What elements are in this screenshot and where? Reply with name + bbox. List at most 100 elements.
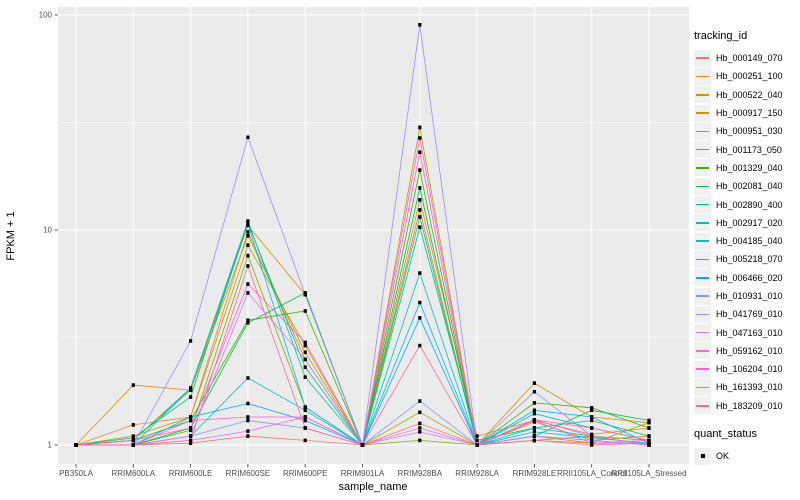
legend-key: [694, 159, 711, 177]
legend-item-Hb_047163_010: Hb_047163_010: [694, 323, 800, 342]
data-point: [647, 420, 651, 425]
legend-label: Hb_000149_070: [716, 53, 783, 64]
x-tick-label: PB350LA: [59, 469, 93, 478]
data-point: [189, 441, 193, 445]
data-point: [246, 429, 250, 433]
data-point: [189, 438, 193, 443]
data-point: [647, 434, 651, 438]
legend-label: Hb_002890_400: [716, 199, 783, 210]
legend-key: [694, 360, 711, 378]
data-point: [303, 426, 307, 430]
legend-label: Hb_047163_010: [716, 327, 783, 338]
legend-key-line: [696, 368, 709, 370]
data-point: [246, 318, 250, 323]
data-point: [360, 443, 365, 447]
x-tick-label: RRIM928LE: [513, 469, 557, 478]
data-point: [647, 441, 651, 445]
data-point: [303, 343, 307, 348]
data-point: [532, 411, 536, 416]
legend-label: Hb_002917_020: [716, 217, 783, 228]
legend-key-line: [696, 277, 709, 279]
x-axis-title: sample_name: [338, 481, 407, 493]
x-tick-label: RRII105LA_Control: [557, 469, 627, 478]
legend-label: Hb_000251_100: [716, 71, 783, 82]
data-point: [532, 426, 536, 430]
legend-key: [694, 141, 711, 159]
legend-label: Hb_000951_030: [716, 126, 783, 137]
data-point: [475, 438, 479, 443]
legend-key: [694, 250, 711, 268]
legend-key: [694, 214, 711, 232]
legend-key-line: [696, 167, 709, 169]
data-point: [647, 438, 651, 443]
data-point: [418, 300, 422, 305]
data-point: [246, 264, 250, 268]
legend-label: Hb_006466_020: [716, 272, 783, 283]
legend-item-Hb_161393_010: Hb_161393_010: [694, 378, 800, 396]
legend-key: [694, 177, 711, 195]
legend-item-Hb_000522_040: Hb_000522_040: [694, 86, 800, 104]
legend-key-line: [696, 222, 709, 224]
data-point: [189, 415, 193, 419]
legend-label: Hb_000522_040: [716, 89, 783, 100]
ok-point-icon: [700, 454, 705, 459]
data-point: [418, 208, 422, 212]
legend-title-tracking-id: tracking_id: [694, 30, 748, 42]
data-point: [475, 443, 479, 447]
legend-key-line: [696, 313, 709, 316]
legend-key-line: [696, 112, 709, 114]
data-point: [246, 230, 250, 234]
legend-key-line: [696, 185, 709, 188]
data-point: [590, 418, 594, 423]
data-point: [303, 309, 307, 313]
legend-key-line: [696, 350, 709, 352]
legend-label: Hb_161393_010: [716, 382, 783, 393]
data-point: [246, 221, 250, 226]
data-point: [532, 408, 536, 413]
legend-key: [694, 67, 711, 85]
data-point: [532, 389, 536, 394]
data-point: [418, 136, 422, 140]
data-point: [303, 405, 307, 409]
legend-key: [694, 269, 711, 287]
legend-key: [694, 196, 711, 214]
legend-title-quant-status: quant_status: [694, 427, 757, 440]
legend-label: OK: [716, 451, 730, 462]
data-point: [418, 410, 422, 415]
legend: tracking_id Hb_000149_070 Hb_000251_100 Hb…: [694, 30, 800, 465]
x-tick-label: RRIM901LA: [341, 469, 385, 478]
data-point: [74, 443, 78, 447]
data-point: [303, 438, 307, 443]
data-point: [418, 343, 422, 348]
legend-item-Hb_005218_070: Hb_005218_070: [694, 250, 800, 268]
legend-label: Hb_002081_040: [716, 181, 783, 192]
data-point: [131, 443, 135, 447]
legend-key: [694, 378, 711, 396]
data-point: [303, 350, 307, 355]
data-point: [418, 125, 422, 130]
data-point: [418, 23, 422, 27]
data-point: [246, 253, 250, 258]
data-point: [131, 436, 135, 440]
legend-label: Hb_041769_010: [716, 309, 783, 320]
legend-item-Hb_000251_100: Hb_000251_100: [694, 67, 800, 85]
data-point: [418, 399, 422, 403]
legend-item-Hb_183209_010: Hb_183209_010: [694, 397, 800, 415]
x-tick-label: RRIM928BA: [398, 469, 443, 478]
data-point: [303, 418, 307, 423]
data-point: [189, 386, 193, 390]
data-point: [303, 357, 307, 362]
data-point: [131, 423, 135, 427]
legend-label: Hb_106204_010: [716, 364, 783, 375]
data-point: [590, 408, 594, 413]
legend-item-Hb_000951_030: Hb_000951_030: [694, 122, 800, 140]
data-point: [303, 415, 307, 419]
legend-item-Hb_001329_040: Hb_001329_040: [694, 159, 800, 177]
data-point: [532, 401, 536, 405]
data-point: [418, 150, 422, 154]
legend-label: Hb_000917_150: [716, 108, 783, 119]
data-point: [418, 430, 422, 434]
data-point: [303, 408, 307, 413]
data-point: [475, 434, 479, 438]
